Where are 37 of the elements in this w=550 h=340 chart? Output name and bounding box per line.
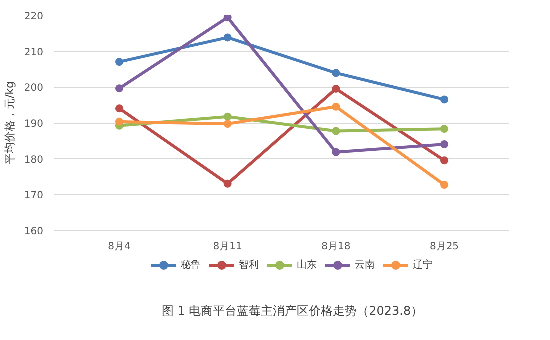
point <box>116 104 124 113</box>
point <box>224 34 232 42</box>
y-axis-title: 平均价格，元/kg <box>3 81 16 165</box>
point <box>440 181 448 189</box>
point <box>116 118 124 126</box>
x-tick-label: 8月25 <box>430 242 460 252</box>
point <box>332 69 340 78</box>
x-tick-label: 8月18 <box>322 242 351 252</box>
point <box>332 148 340 156</box>
point <box>332 127 340 136</box>
legend-label: 山东 <box>297 258 317 272</box>
legend-label: 云南 <box>355 258 375 272</box>
legend-label: 辽宁 <box>413 258 433 272</box>
x-tick-label: 8月11 <box>213 242 242 252</box>
point <box>116 58 124 66</box>
y-tick-label: 220 <box>24 12 44 22</box>
legend-label: 秘鲁 <box>181 259 201 272</box>
point <box>116 84 124 93</box>
y-tick-label: 160 <box>24 226 44 238</box>
y-tick-label: 180 <box>24 154 44 166</box>
point <box>332 102 340 111</box>
y-tick-label: 200 <box>24 83 44 94</box>
point <box>224 120 232 128</box>
point <box>440 125 448 134</box>
point <box>224 180 232 188</box>
legend-label: 智利 <box>239 258 259 272</box>
point <box>440 96 448 104</box>
y-tick-label: 210 <box>24 47 44 58</box>
point <box>440 140 448 148</box>
y-tick-label: 190 <box>24 119 44 130</box>
x-tick-label: 8月4 <box>108 242 131 252</box>
point <box>224 16 232 22</box>
y-tick-label: 170 <box>24 190 44 202</box>
text: 图 1 电商平台蓝莓主消产区价格走势（2023.8） <box>162 304 424 318</box>
point <box>224 112 232 121</box>
point <box>332 84 340 93</box>
point <box>440 156 448 165</box>
